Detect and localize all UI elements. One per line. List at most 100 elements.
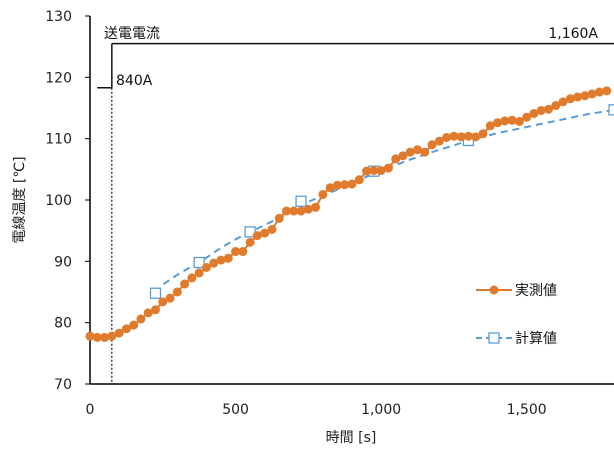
measured-point: [325, 183, 335, 193]
measured-point: [536, 105, 546, 115]
measured-point: [427, 140, 437, 150]
y-tick-label: 110: [45, 132, 72, 148]
measured-point: [100, 332, 110, 342]
legend-item-measured: 実測値: [476, 283, 557, 299]
measured-point: [151, 305, 160, 315]
calculated-point: [149, 287, 162, 299]
measured-point: [602, 86, 612, 96]
measured-point: [471, 132, 481, 142]
measured-point: [289, 206, 299, 216]
measured-point: [245, 237, 255, 247]
measured-point: [85, 331, 95, 341]
y-tick-label: 120: [45, 70, 72, 86]
calculated-point: [608, 104, 614, 116]
measured-point: [158, 297, 168, 307]
measured-point: [544, 104, 553, 114]
measured-point: [507, 115, 517, 125]
measured-point: [362, 166, 372, 176]
measured-point: [121, 324, 131, 334]
axes: [89, 16, 614, 385]
measured-point: [456, 132, 466, 142]
measured-point: [136, 314, 146, 324]
measured-point: [318, 189, 328, 199]
y-tick-label: 130: [45, 9, 72, 25]
measured-point: [493, 118, 503, 128]
measured-point: [223, 253, 233, 263]
measured-point: [485, 121, 495, 131]
measured-point: [282, 206, 291, 216]
measured-point: [347, 179, 357, 189]
x-tick-label: 1,500: [507, 402, 547, 418]
calculated-line: [154, 108, 614, 294]
measured-point: [573, 92, 583, 102]
y-tick-label: 80: [54, 316, 72, 332]
current-low-label: 840A: [116, 73, 153, 89]
measured-point: [143, 308, 153, 318]
measured-point: [252, 231, 262, 241]
measured-point: [434, 136, 444, 146]
measured-point: [172, 287, 182, 297]
measured-point: [551, 101, 561, 111]
measured-point: [420, 147, 430, 157]
measured-point: [405, 147, 415, 157]
measured-point: [296, 206, 306, 216]
y-tick-label: 100: [45, 193, 72, 209]
x-axis-title: 時間 [s]: [326, 430, 377, 446]
measured-point: [260, 228, 270, 238]
measured-point: [216, 255, 226, 265]
measured-point: [376, 166, 386, 176]
measured-point: [354, 175, 364, 185]
measured-point: [92, 332, 102, 342]
x-tick-label: 0: [86, 402, 95, 418]
calculated-point: [193, 256, 205, 269]
measured-point: [565, 94, 575, 104]
legend: 実測値 計算値: [476, 283, 557, 347]
measured-point: [194, 268, 204, 278]
measured-point: [303, 204, 313, 214]
measured-point: [413, 145, 422, 155]
measured-point: [580, 91, 590, 101]
legend-measured-marker: [489, 285, 499, 295]
measured-point: [383, 163, 393, 173]
measured-point: [231, 247, 241, 257]
measured-point: [594, 87, 604, 97]
measured-point: [369, 166, 379, 176]
y-tick-label: 90: [54, 254, 72, 270]
measured-point: [274, 213, 284, 223]
measured-point: [311, 202, 321, 212]
x-tick-label: 1,000: [361, 402, 401, 418]
measured-point: [449, 131, 459, 141]
current-title-label: 送電電流: [104, 26, 160, 42]
measured-point: [114, 328, 124, 338]
measured-point: [587, 89, 597, 99]
measured-point: [187, 273, 197, 283]
y-tick-label: 70: [54, 377, 72, 393]
measured-point: [201, 262, 211, 272]
legend-calculated-label: 計算値: [515, 331, 557, 347]
measured-point: [238, 247, 248, 257]
measured-point: [442, 132, 452, 142]
y-axis-title: 電線温度 [℃]: [12, 156, 28, 243]
y-tick-labels: 70 80 90 100 110 120 130: [45, 9, 90, 393]
measured-point: [514, 116, 524, 126]
measured-point: [398, 151, 408, 161]
measured-point: [340, 180, 350, 190]
measured-point: [500, 116, 510, 126]
measured-point: [529, 109, 539, 119]
series-measured: [85, 86, 612, 342]
measured-point: [165, 293, 175, 303]
measured-point: [463, 131, 473, 141]
measured-point: [558, 97, 568, 107]
legend-item-calculated: 計算値: [476, 331, 557, 347]
measured-point: [129, 320, 139, 330]
measured-point: [522, 112, 532, 122]
current-step-line: [97, 42, 614, 384]
series-calculated: [149, 104, 614, 299]
measured-point: [209, 258, 219, 268]
current-high-label: 1,160A: [548, 26, 598, 42]
measured-point: [391, 154, 401, 164]
x-tick-labels: 0 500 1,000 1,500: [86, 402, 547, 418]
measured-point: [267, 224, 277, 234]
legend-calculated-marker: [488, 332, 500, 344]
